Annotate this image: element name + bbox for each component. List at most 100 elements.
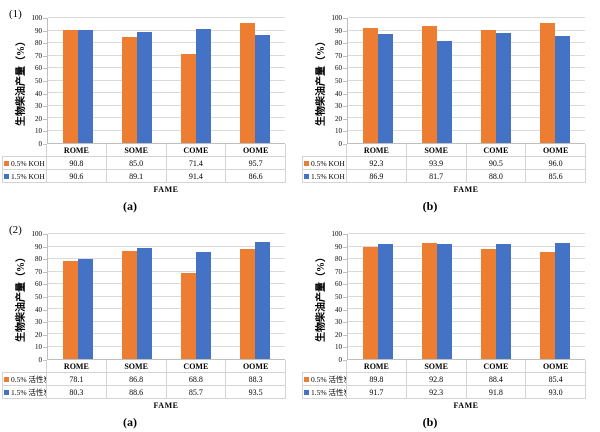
x-axis-title: FAME [153, 401, 179, 410]
x-axis-title: FAME [453, 185, 479, 194]
y-tick-label: 60 [35, 280, 42, 289]
bar-group-rome [48, 234, 107, 359]
y-tick-label: 90 [35, 26, 42, 35]
y-tick-mark [43, 322, 47, 324]
value-cell: 88.6 [106, 386, 167, 399]
value-cell: 85.7 [166, 386, 227, 399]
legend-cell: 0.5% KOH [2, 157, 47, 170]
y-tick-mark [343, 93, 347, 95]
y-tick-label: 40 [335, 305, 342, 314]
value-cell: 85.4 [526, 373, 586, 386]
bar-group-some [407, 18, 466, 143]
bar [181, 273, 197, 359]
value-cell: 90.8 [47, 157, 107, 170]
bar [481, 248, 497, 359]
bar-group-come [467, 234, 526, 359]
y-tick-label: 0 [38, 356, 43, 364]
legend-label: 0.5% KOH [11, 158, 45, 168]
plot-area [47, 233, 285, 360]
y-tick-mark [43, 334, 47, 336]
bar-groups [348, 18, 585, 143]
x-axis-title: FAME [153, 185, 179, 194]
y-tick-mark [343, 144, 347, 145]
bar [377, 34, 393, 143]
y-tick-label: 0 [338, 140, 343, 148]
legend-label: 0.5% KOH [311, 158, 345, 168]
value-cell: 86.6 [226, 170, 286, 183]
y-tick-mark [343, 30, 347, 32]
y-tick-mark [43, 81, 47, 82]
legend-cell: 0.5% KOH [302, 157, 347, 170]
plot-area [47, 17, 285, 144]
bar [421, 25, 437, 143]
value-cell: 90.5 [466, 157, 527, 170]
category-header-cell: SOME [106, 144, 167, 157]
bar [377, 244, 393, 359]
y-tick-mark [43, 271, 47, 273]
value-cell: 85.0 [106, 157, 167, 170]
data-table: ROME SOME COME OOME 0.5% KOH 90.8 85.0 71.4 95.7… [2, 144, 286, 183]
bar [555, 36, 571, 143]
legend-swatch [4, 160, 9, 166]
y-gridline [48, 42, 285, 43]
y-tick-mark [43, 234, 47, 235]
bar-group-come [167, 234, 226, 359]
bar-group-some [407, 234, 466, 359]
table-corner-cell [302, 360, 347, 373]
category-header-cell: SOME [106, 360, 167, 373]
category-header-cell: SOME [406, 360, 467, 373]
bar-group-some [107, 18, 166, 143]
y-gridline [48, 67, 285, 68]
y-tick-label: 70 [35, 51, 42, 60]
y-tick-label: 40 [335, 89, 342, 98]
y-tick-label: 50 [35, 293, 42, 301]
y-tick-mark [343, 347, 347, 349]
subfigure-label: (a) [123, 199, 137, 213]
y-tick-mark [343, 55, 347, 57]
bar [77, 29, 93, 143]
y-tick-mark [343, 43, 347, 45]
value-cell: 93.0 [526, 386, 586, 399]
legend-label: 0.5% 活性炭 [311, 374, 347, 384]
bar [240, 23, 256, 143]
table-corner-cell [2, 360, 47, 373]
bar [62, 261, 78, 359]
y-tick-mark [343, 271, 347, 273]
value-cell: 91.4 [166, 170, 227, 183]
y-gridline [348, 320, 585, 322]
bar [121, 36, 137, 143]
y-tick-label: 40 [35, 89, 42, 98]
y-tick-label: 10 [335, 343, 342, 352]
y-tick-mark [343, 246, 347, 248]
y-tick-label: 80 [335, 39, 342, 48]
value-cell: 91.8 [466, 386, 527, 399]
y-gridline [48, 320, 285, 322]
legend-label: 1.5% 活性炭 [311, 387, 347, 397]
subfigure-label: (b) [422, 199, 438, 213]
bar [481, 29, 497, 143]
bar-group-oome [226, 18, 285, 143]
y-gridline [48, 308, 285, 309]
value-cell: 92.8 [406, 373, 467, 386]
y-tick-label: 70 [35, 267, 42, 276]
value-cell: 68.8 [166, 373, 227, 386]
bar [555, 242, 571, 359]
y-tick-mark [43, 93, 47, 95]
value-cell: 93.9 [406, 157, 467, 170]
y-gridline [48, 283, 285, 284]
category-header-cell: ROME [47, 144, 107, 157]
bar-group-some [107, 234, 166, 359]
y-tick-label: 100 [331, 14, 343, 22]
y-tick-label: 0 [38, 140, 43, 148]
subfigure-label: (b) [422, 415, 438, 429]
category-header-cell: ROME [347, 360, 407, 373]
y-gridline [348, 67, 585, 68]
bar-group-rome [348, 234, 407, 359]
y-tick-label: 20 [35, 330, 42, 339]
legend-swatch [304, 389, 309, 395]
bar [136, 31, 152, 143]
y-tick-label: 70 [335, 51, 342, 60]
y-gridline [348, 245, 585, 247]
legend-swatch [304, 173, 309, 179]
